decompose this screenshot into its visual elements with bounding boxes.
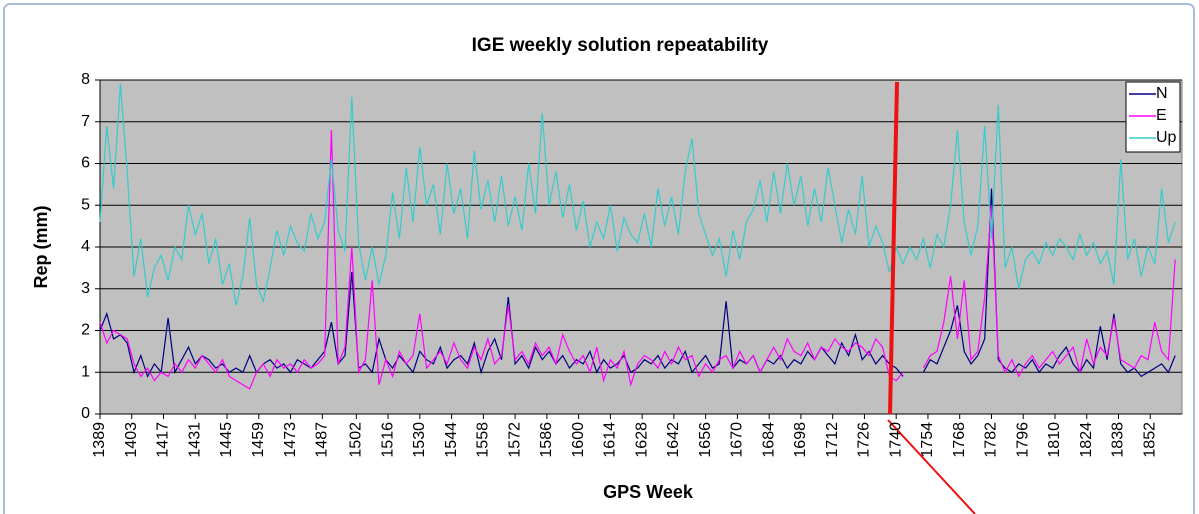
- x-tick-label: 1445: [218, 422, 235, 458]
- x-tick-label: 1698: [792, 422, 809, 458]
- annotation-arrow: [887, 419, 976, 514]
- x-tick-label: 1473: [282, 422, 299, 458]
- series-lines: [99, 84, 1176, 390]
- x-tick-label: 1810: [1046, 422, 1063, 458]
- x-tick-label: 1824: [1078, 422, 1095, 458]
- chart-title: IGE weekly solution repeatability: [472, 35, 769, 56]
- grid: [95, 79, 1182, 419]
- y-tick-label: 7: [81, 113, 90, 130]
- x-tick-label: 1712: [824, 422, 841, 458]
- x-tick-label: 1403: [123, 422, 140, 458]
- x-tick-label: 1417: [155, 422, 172, 458]
- x-tick-label: 1754: [919, 422, 936, 458]
- y-tick-label: 0: [81, 405, 90, 422]
- legend: NE Up: [1125, 81, 1181, 153]
- y-tick-label: 6: [81, 155, 90, 172]
- x-tick-label: 1614: [602, 422, 619, 458]
- series-line: [99, 130, 1176, 390]
- y-axis-title: Rep (mm): [31, 205, 51, 288]
- x-tick-label: 1530: [411, 422, 428, 458]
- x-tick-label: 1726: [856, 422, 873, 458]
- x-axis-title: GPS Week: [603, 482, 694, 502]
- x-tick-label: 1487: [314, 422, 331, 458]
- x-tick-label: 1572: [506, 422, 523, 458]
- x-tick-label: 1670: [729, 422, 746, 458]
- x-tick-label: 1852: [1141, 422, 1158, 458]
- x-tick-label: 1740: [887, 422, 904, 458]
- x-tick-label: 1656: [697, 422, 714, 458]
- x-tick-label: 1516: [379, 422, 396, 458]
- annotation-line: [888, 81, 899, 415]
- x-tick-label: 1684: [760, 422, 777, 458]
- x-tick-label: 1558: [475, 422, 492, 458]
- x-tick-label: 1502: [348, 422, 365, 458]
- series-line: [99, 188, 1176, 378]
- y-tick-label: 1: [81, 363, 90, 380]
- x-tick-label: 1431: [186, 422, 203, 458]
- y-tick-label: 2: [81, 322, 90, 339]
- x-tick-label: 1782: [983, 422, 1000, 458]
- x-tick-label: 1838: [1110, 422, 1127, 458]
- y-tick-label: 5: [81, 196, 90, 213]
- y-tick-label: 8: [81, 71, 90, 88]
- x-tick-label: 1389: [91, 422, 108, 458]
- x-tick-label: 1796: [1014, 422, 1031, 458]
- y-tick-label: 4: [81, 238, 90, 255]
- x-tick-label: 1642: [665, 422, 682, 458]
- series-line: [99, 84, 1176, 306]
- legend-label: Up: [1156, 129, 1177, 146]
- x-tick-label: 1600: [570, 422, 587, 458]
- x-tick-label: 1544: [443, 422, 460, 458]
- x-tick-label: 1768: [951, 422, 968, 458]
- legend-label: E: [1156, 107, 1167, 124]
- x-tick-label: 1628: [633, 422, 650, 458]
- x-tick-label: 1459: [250, 422, 267, 458]
- legend-label: N: [1156, 85, 1168, 102]
- x-tick-label: 1586: [538, 422, 555, 458]
- y-tick-label: 3: [81, 280, 90, 297]
